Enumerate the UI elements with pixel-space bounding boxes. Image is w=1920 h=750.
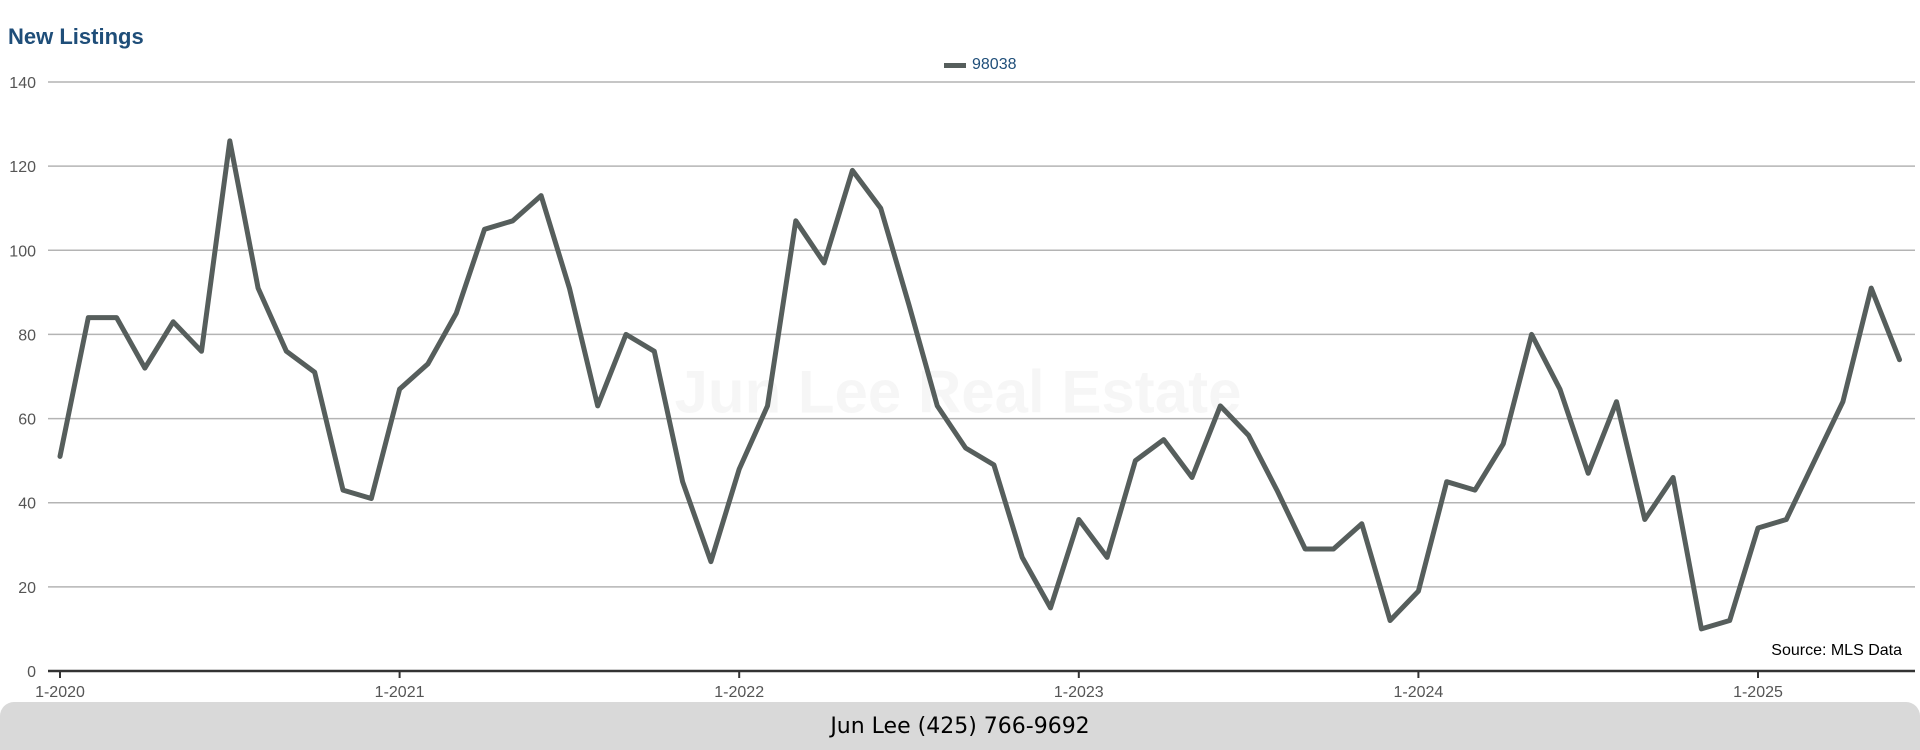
y-tick-label: 100 (9, 243, 36, 260)
chart-title: New Listings (8, 24, 144, 49)
x-tick-label: 1-2024 (1393, 684, 1443, 701)
y-tick-label: 120 (9, 159, 36, 176)
footer-bar: Jun Lee (425) 766-9692 (0, 702, 1920, 750)
y-tick-label: 20 (18, 580, 36, 597)
legend-label: 98038 (972, 56, 1017, 73)
legend-swatch (944, 62, 966, 68)
x-tick-label: 1-2020 (35, 684, 85, 701)
footer-contact: Jun Lee (425) 766-9692 (830, 713, 1090, 739)
y-tick-label: 40 (18, 496, 36, 513)
y-tick-label: 80 (18, 327, 36, 344)
x-tick-label: 1-2023 (1054, 684, 1104, 701)
x-tick-label: 1-2021 (375, 684, 425, 701)
series-line-98038 (57, 138, 1902, 632)
x-tick-label: 1-2022 (714, 684, 764, 701)
y-tick-label: 60 (18, 412, 36, 429)
x-tick-label: 1-2025 (1733, 684, 1783, 701)
source-note: Source: MLS Data (1771, 642, 1902, 659)
y-tick-label: 0 (27, 664, 36, 681)
y-tick-label: 140 (9, 75, 36, 92)
legend: 98038 (944, 56, 1017, 74)
